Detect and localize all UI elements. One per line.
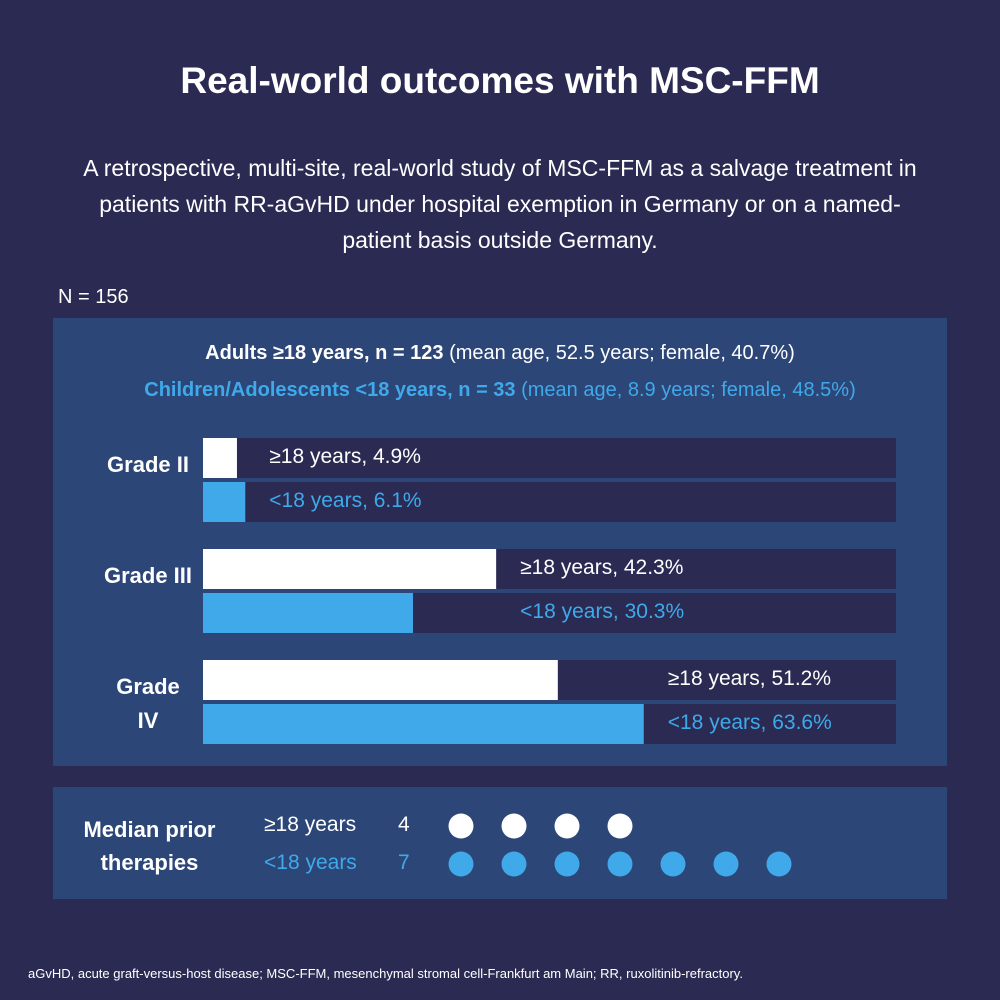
cohort-name: Adults ≥18 years, n = 123 [205,342,444,364]
therapy-dot [554,851,580,877]
therapy-dot [501,813,527,839]
value-label: <18 years, 30.3% [520,600,685,623]
row-name: ≥18 years [264,813,357,836]
value-label: <18 years, 63.6% [667,711,832,734]
title: Real-world outcomes with MSC-FFM [180,60,820,101]
therapy-dot [448,813,474,839]
cohort-name: Children/Adolescents <18 years, n = 33 [144,379,516,401]
bar [203,482,246,522]
bar [203,438,237,478]
cohort-line: Children/Adolescents <18 years, n = 33 (… [53,379,947,402]
cohort-detail: (mean age, 52.5 years; female, 40.7%) [449,342,795,364]
value-label: ≥18 years, 4.9% [269,445,421,468]
bar [203,549,497,589]
therapy-dot [713,851,739,877]
cohort-detail: (mean age, 8.9 years; female, 48.5%) [521,379,856,401]
value-label: ≥18 years, 42.3% [520,556,684,579]
category-label: Grade II [107,452,189,477]
bar-track [203,482,896,522]
bar-track [203,438,896,478]
row-name: <18 years [264,851,357,874]
therapies-panel [53,787,947,899]
therapy-dot [766,851,792,877]
sample-size: N = 156 [58,286,129,308]
footnote: aGvHD, acute graft-versus-host disease; … [28,966,743,981]
value-label: <18 years, 6.1% [269,489,422,512]
therapy-dot [501,851,527,877]
category-label: Grade III [103,563,193,588]
subtitle: A retrospective, multi-site, real-world … [83,155,917,253]
bar [203,660,558,700]
therapy-dot [448,851,474,877]
row-value: 7 [398,851,410,874]
bar [203,704,644,744]
value-label: ≥18 years, 51.2% [667,667,832,690]
category-label: Grade IV [116,674,180,733]
therapy-dot [660,851,686,877]
row-value: 4 [398,813,410,836]
therapy-dot [607,851,633,877]
bar [203,593,413,633]
therapies-label: Median prior therapies [83,817,216,875]
cohort-line: Adults ≥18 years, n = 123 (mean age, 52.… [53,342,947,365]
therapy-dot [607,813,633,839]
therapy-dot [554,813,580,839]
